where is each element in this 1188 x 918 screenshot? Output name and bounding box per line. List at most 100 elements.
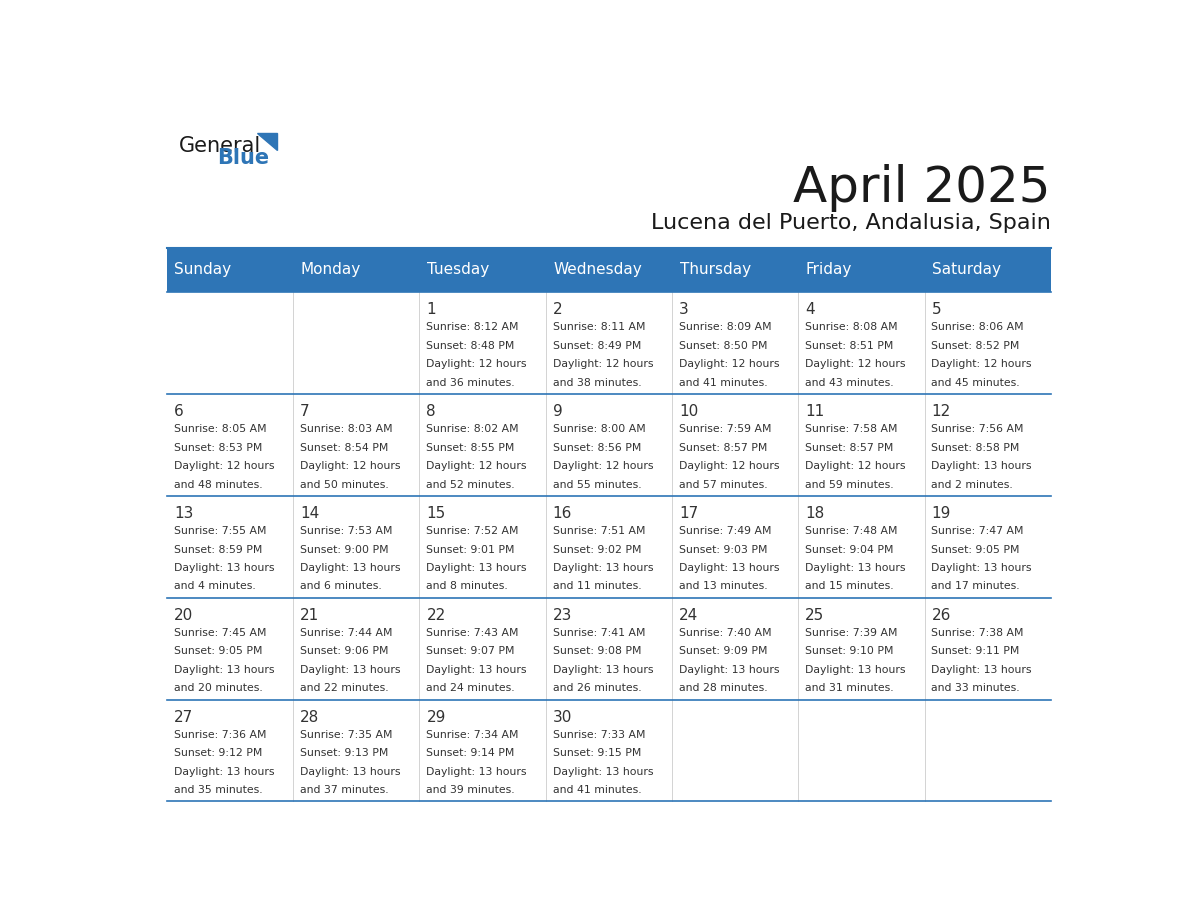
Text: and 50 minutes.: and 50 minutes.	[301, 479, 388, 489]
Text: Sunset: 9:02 PM: Sunset: 9:02 PM	[552, 544, 642, 554]
Text: Sunset: 9:15 PM: Sunset: 9:15 PM	[552, 748, 642, 758]
Bar	[419, 394, 545, 496]
Bar	[672, 248, 798, 292]
Text: and 41 minutes.: and 41 minutes.	[552, 785, 642, 795]
Text: and 17 minutes.: and 17 minutes.	[931, 581, 1020, 591]
Text: Wednesday: Wednesday	[554, 263, 642, 277]
Text: Sunset: 8:49 PM: Sunset: 8:49 PM	[552, 341, 642, 351]
Bar	[419, 496, 545, 598]
Text: 28: 28	[301, 710, 320, 724]
Bar	[672, 496, 798, 598]
Text: Sunrise: 7:44 AM: Sunrise: 7:44 AM	[301, 628, 392, 638]
Text: Sunrise: 7:47 AM: Sunrise: 7:47 AM	[931, 526, 1024, 536]
Bar	[293, 700, 419, 801]
Bar	[924, 394, 1051, 496]
Text: and 55 minutes.: and 55 minutes.	[552, 479, 642, 489]
Text: and 36 minutes.: and 36 minutes.	[426, 377, 516, 387]
Text: April 2025: April 2025	[794, 164, 1051, 212]
Text: Sunrise: 8:12 AM: Sunrise: 8:12 AM	[426, 322, 519, 332]
Text: Daylight: 13 hours: Daylight: 13 hours	[173, 767, 274, 777]
Text: Blue: Blue	[217, 148, 270, 168]
Text: Sunrise: 7:41 AM: Sunrise: 7:41 AM	[552, 628, 645, 638]
Text: and 6 minutes.: and 6 minutes.	[301, 581, 381, 591]
Bar	[545, 598, 672, 700]
Text: Sunset: 9:01 PM: Sunset: 9:01 PM	[426, 544, 514, 554]
Text: Sunset: 8:57 PM: Sunset: 8:57 PM	[678, 442, 767, 453]
Text: Daylight: 13 hours: Daylight: 13 hours	[301, 665, 400, 675]
Text: Daylight: 12 hours: Daylight: 12 hours	[552, 461, 653, 471]
Bar	[419, 700, 545, 801]
Text: and 59 minutes.: and 59 minutes.	[805, 479, 893, 489]
Text: Sunset: 8:55 PM: Sunset: 8:55 PM	[426, 442, 514, 453]
Text: 17: 17	[678, 506, 699, 521]
Bar	[672, 394, 798, 496]
Text: and 35 minutes.: and 35 minutes.	[173, 785, 263, 795]
Text: Sunrise: 7:36 AM: Sunrise: 7:36 AM	[173, 730, 266, 740]
Text: Daylight: 13 hours: Daylight: 13 hours	[552, 665, 653, 675]
Text: Daylight: 12 hours: Daylight: 12 hours	[678, 359, 779, 369]
Text: Sunrise: 7:38 AM: Sunrise: 7:38 AM	[931, 628, 1024, 638]
Bar	[293, 496, 419, 598]
Text: Sunset: 8:56 PM: Sunset: 8:56 PM	[552, 442, 642, 453]
Bar	[672, 700, 798, 801]
Text: Sunrise: 8:11 AM: Sunrise: 8:11 AM	[552, 322, 645, 332]
Text: Daylight: 13 hours: Daylight: 13 hours	[805, 665, 905, 675]
Text: 29: 29	[426, 710, 446, 724]
Text: Sunset: 9:05 PM: Sunset: 9:05 PM	[173, 646, 263, 656]
Bar	[166, 700, 293, 801]
Text: Sunrise: 7:53 AM: Sunrise: 7:53 AM	[301, 526, 392, 536]
Text: and 52 minutes.: and 52 minutes.	[426, 479, 516, 489]
Text: and 20 minutes.: and 20 minutes.	[173, 683, 263, 693]
Bar	[798, 394, 924, 496]
Text: Sunset: 9:12 PM: Sunset: 9:12 PM	[173, 748, 263, 758]
Text: Daylight: 13 hours: Daylight: 13 hours	[426, 563, 527, 573]
Text: and 38 minutes.: and 38 minutes.	[552, 377, 642, 387]
Text: Daylight: 12 hours: Daylight: 12 hours	[805, 359, 905, 369]
Text: and 39 minutes.: and 39 minutes.	[426, 785, 516, 795]
Text: 27: 27	[173, 710, 194, 724]
Text: 26: 26	[931, 608, 950, 622]
Text: 14: 14	[301, 506, 320, 521]
Text: Daylight: 13 hours: Daylight: 13 hours	[931, 461, 1032, 471]
Text: Sunset: 8:52 PM: Sunset: 8:52 PM	[931, 341, 1019, 351]
Text: and 45 minutes.: and 45 minutes.	[931, 377, 1020, 387]
Text: Sunset: 9:03 PM: Sunset: 9:03 PM	[678, 544, 767, 554]
Bar	[293, 394, 419, 496]
Text: Sunrise: 8:06 AM: Sunrise: 8:06 AM	[931, 322, 1024, 332]
Text: Sunset: 8:53 PM: Sunset: 8:53 PM	[173, 442, 263, 453]
Text: and 26 minutes.: and 26 minutes.	[552, 683, 642, 693]
Text: 18: 18	[805, 506, 824, 521]
Text: 2: 2	[552, 302, 562, 317]
Text: Sunrise: 7:35 AM: Sunrise: 7:35 AM	[301, 730, 392, 740]
Text: and 4 minutes.: and 4 minutes.	[173, 581, 255, 591]
Bar	[924, 598, 1051, 700]
Text: Sunset: 8:51 PM: Sunset: 8:51 PM	[805, 341, 893, 351]
Text: 12: 12	[931, 404, 950, 419]
Text: Sunrise: 8:05 AM: Sunrise: 8:05 AM	[173, 424, 266, 434]
Bar	[545, 700, 672, 801]
Text: 9: 9	[552, 404, 562, 419]
Text: 3: 3	[678, 302, 689, 317]
Bar	[545, 496, 672, 598]
Bar	[798, 248, 924, 292]
Text: Daylight: 12 hours: Daylight: 12 hours	[426, 359, 527, 369]
Text: Sunset: 9:05 PM: Sunset: 9:05 PM	[931, 544, 1020, 554]
Text: Daylight: 13 hours: Daylight: 13 hours	[301, 767, 400, 777]
Bar	[166, 394, 293, 496]
Text: 19: 19	[931, 506, 950, 521]
Bar	[545, 248, 672, 292]
Text: Sunrise: 8:08 AM: Sunrise: 8:08 AM	[805, 322, 898, 332]
Text: and 37 minutes.: and 37 minutes.	[301, 785, 388, 795]
Bar	[672, 598, 798, 700]
Text: and 2 minutes.: and 2 minutes.	[931, 479, 1013, 489]
Text: Sunrise: 7:45 AM: Sunrise: 7:45 AM	[173, 628, 266, 638]
Text: and 15 minutes.: and 15 minutes.	[805, 581, 893, 591]
Text: 30: 30	[552, 710, 573, 724]
Text: Daylight: 13 hours: Daylight: 13 hours	[931, 665, 1032, 675]
Text: Sunset: 9:14 PM: Sunset: 9:14 PM	[426, 748, 514, 758]
Text: Sunrise: 7:39 AM: Sunrise: 7:39 AM	[805, 628, 898, 638]
Text: Sunrise: 7:51 AM: Sunrise: 7:51 AM	[552, 526, 645, 536]
Text: Daylight: 13 hours: Daylight: 13 hours	[931, 563, 1032, 573]
Text: Sunrise: 7:33 AM: Sunrise: 7:33 AM	[552, 730, 645, 740]
Text: Sunrise: 7:52 AM: Sunrise: 7:52 AM	[426, 526, 519, 536]
